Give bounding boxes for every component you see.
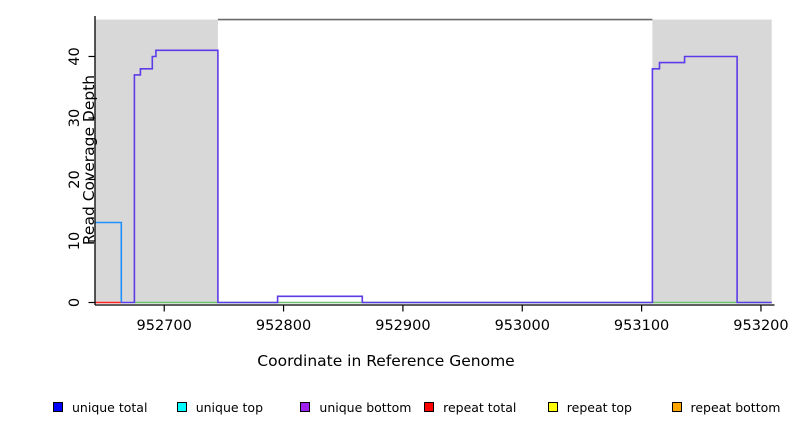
- legend-label: unique top: [195, 399, 264, 415]
- x-tick-label: 952800: [256, 318, 311, 334]
- x-axis-title: Coordinate in Reference Genome: [257, 352, 515, 370]
- legend-label: unique bottom: [319, 399, 412, 415]
- legend-item-repeat-total: repeat total: [424, 399, 516, 415]
- y-tick-label: 20: [67, 170, 83, 188]
- y-tick-label: 0: [67, 298, 83, 307]
- legend: unique total unique top unique bottom repea…: [0, 399, 792, 419]
- legend-swatch-icon: [671, 402, 682, 412]
- legend-swatch-icon: [300, 402, 311, 412]
- legend-item-repeat-bottom: repeat bottom: [671, 399, 781, 415]
- x-tick-label: 953200: [733, 318, 788, 334]
- x-tick-label: 953100: [614, 318, 669, 334]
- x-tick-label: 952900: [375, 318, 430, 334]
- legend-swatch-icon: [547, 402, 558, 412]
- y-tick-label: 10: [67, 232, 83, 250]
- y-tick-label: 30: [67, 109, 83, 127]
- y-axis-title: Read Coverage Depth: [80, 74, 98, 246]
- shaded-region-left: [95, 19, 218, 304]
- legend-item-unique-bottom: unique bottom: [300, 399, 411, 415]
- y-tick-label: 40: [67, 47, 83, 65]
- legend-label: repeat total: [443, 399, 517, 415]
- legend-item-unique-total: unique total: [53, 399, 147, 415]
- series-line-unique-bottom: [121, 49, 772, 304]
- series-line-unique-top: [95, 221, 123, 303]
- legend-label: repeat bottom: [690, 399, 781, 415]
- x-tick-label: 952700: [137, 318, 192, 334]
- x-tick-label: 953000: [495, 318, 550, 334]
- shaded-region-right: [652, 19, 772, 304]
- legend-item-repeat-top: repeat top: [547, 399, 632, 415]
- legend-swatch-icon: [424, 402, 435, 412]
- legend-swatch-icon: [53, 402, 63, 412]
- legend-label: unique total: [72, 399, 148, 415]
- legend-label: repeat top: [566, 399, 632, 415]
- legend-swatch-icon: [176, 402, 187, 412]
- legend-item-unique-top: unique top: [176, 399, 264, 415]
